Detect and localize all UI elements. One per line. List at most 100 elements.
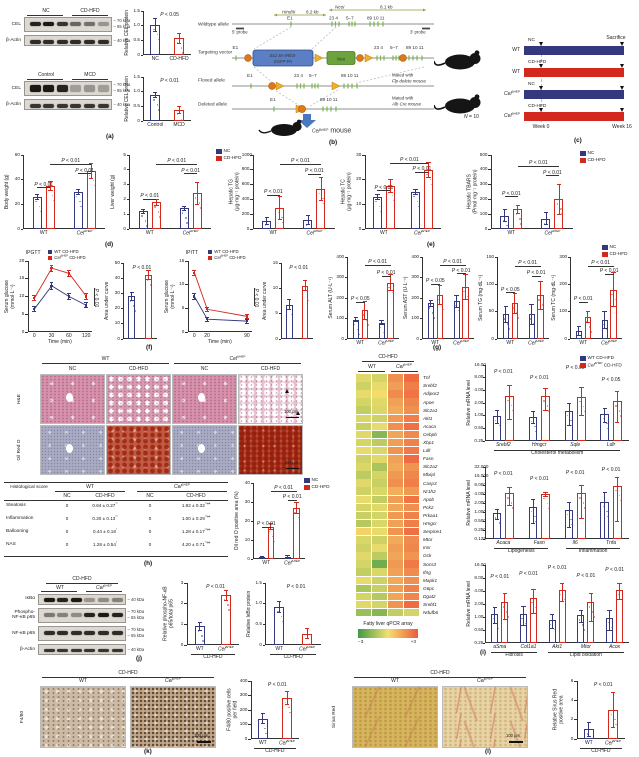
error-bar — [587, 311, 589, 323]
y-tick — [25, 260, 28, 262]
error-bar — [266, 217, 268, 225]
mated-albcre-line1: Mated with — [392, 96, 414, 101]
error-cap — [277, 195, 283, 197]
heatmap-cell — [356, 536, 372, 544]
heatmap-cell — [356, 455, 372, 463]
y-tick — [185, 260, 188, 262]
blot-strip — [24, 17, 112, 32]
heatmap-cell — [372, 536, 388, 544]
blot-row-label: β-Actin — [5, 38, 21, 43]
y-tick-label: 400 — [336, 253, 345, 259]
y-tick-label: 300 — [559, 253, 568, 259]
heatmap-cell — [404, 414, 420, 422]
heatmap-cell — [404, 511, 420, 520]
error-cap — [84, 302, 89, 304]
data-point — [579, 400, 581, 403]
plot-area — [250, 681, 299, 739]
data-point — [177, 113, 179, 116]
error-bar — [514, 293, 516, 314]
heatmap-cell — [356, 511, 372, 520]
error-bar — [545, 212, 547, 225]
error-bar — [540, 281, 541, 309]
data-point — [391, 291, 394, 294]
legend-swatch — [216, 149, 222, 154]
exon-label: 89 10 11 — [341, 73, 359, 78]
error-bar — [558, 184, 560, 215]
p-value: P < 0.01 — [274, 485, 294, 492]
plot-area — [23, 155, 105, 229]
protein-band — [57, 598, 69, 602]
y-tick — [482, 427, 486, 429]
data-point — [33, 307, 36, 311]
y-tick — [278, 287, 282, 289]
y-tick — [20, 203, 24, 205]
heatmap-cell — [388, 374, 404, 382]
data-point — [305, 637, 307, 640]
y-tick-label: 0 — [491, 335, 494, 341]
protein-band — [70, 22, 82, 27]
error-cap — [35, 199, 40, 200]
y-tick-label: 4.000 — [474, 490, 486, 496]
neo-text: Neo — [337, 56, 346, 61]
y-tick — [482, 415, 486, 417]
heatmap-cell — [388, 503, 404, 512]
y-tick — [185, 331, 188, 333]
y-tick-label: 5 — [181, 304, 185, 310]
error-bar — [604, 492, 606, 539]
legend: NC CD-HFD — [216, 148, 272, 165]
y-tick-label: 100 — [411, 315, 420, 321]
error-cap — [530, 499, 536, 500]
y-tick — [140, 105, 144, 107]
data-point — [560, 208, 562, 210]
week0-label: Week 0 — [532, 124, 550, 130]
p-value: P < 0.01 — [501, 190, 521, 197]
x-category-label: CelΔHEP — [528, 339, 545, 347]
heatmap-cell — [404, 495, 420, 503]
y-tick-label: 40 — [114, 274, 120, 280]
error-cap — [437, 285, 442, 287]
protein-band — [43, 39, 55, 44]
p-value: P < 0.01 — [443, 259, 463, 266]
arrowhead-icon — [285, 389, 289, 393]
error-cap — [426, 176, 431, 178]
significance-line — [430, 283, 440, 285]
error-cap — [615, 476, 620, 478]
protein-band — [56, 103, 68, 108]
error-bar — [90, 163, 92, 179]
y-tick — [419, 318, 423, 319]
sirius-diet-header: CD-HFD — [430, 670, 450, 676]
timeline-group-label: WT — [512, 47, 520, 53]
y-tick-label: 1.5 — [133, 73, 140, 79]
error-cap — [503, 305, 508, 307]
protein-band — [111, 631, 123, 636]
error-cap — [428, 299, 433, 301]
legend-swatch — [207, 249, 213, 254]
heatmap-cell — [388, 390, 404, 398]
blot-group-2: CelΔHEP — [96, 582, 112, 591]
error-bar — [428, 162, 429, 178]
protein-band — [57, 648, 69, 653]
data-point — [281, 216, 283, 218]
significance-line — [504, 196, 518, 197]
y-axis-label: Liver weight (g) — [110, 174, 117, 210]
data-point — [75, 196, 78, 198]
error-cap — [375, 194, 380, 195]
f480-group-cel: CelΔHEP — [165, 676, 181, 684]
error-cap — [602, 538, 607, 540]
y-tick — [344, 256, 348, 258]
y-tick — [488, 169, 491, 171]
blot-group-line — [27, 14, 63, 16]
plot-area — [485, 365, 629, 441]
error-bar — [364, 301, 366, 320]
table-group-wt: WT — [86, 484, 94, 490]
error-cap — [529, 323, 534, 325]
y-tick — [362, 179, 365, 181]
heatmap-cell — [388, 479, 404, 487]
data-point — [508, 328, 510, 330]
table-cell: 0 — [65, 503, 69, 508]
error-cap — [176, 33, 182, 34]
p-value: P < 0.01 — [576, 572, 596, 579]
y-tick — [140, 10, 144, 12]
hindiii-label: HindIII — [282, 10, 296, 15]
error-cap — [176, 105, 182, 107]
